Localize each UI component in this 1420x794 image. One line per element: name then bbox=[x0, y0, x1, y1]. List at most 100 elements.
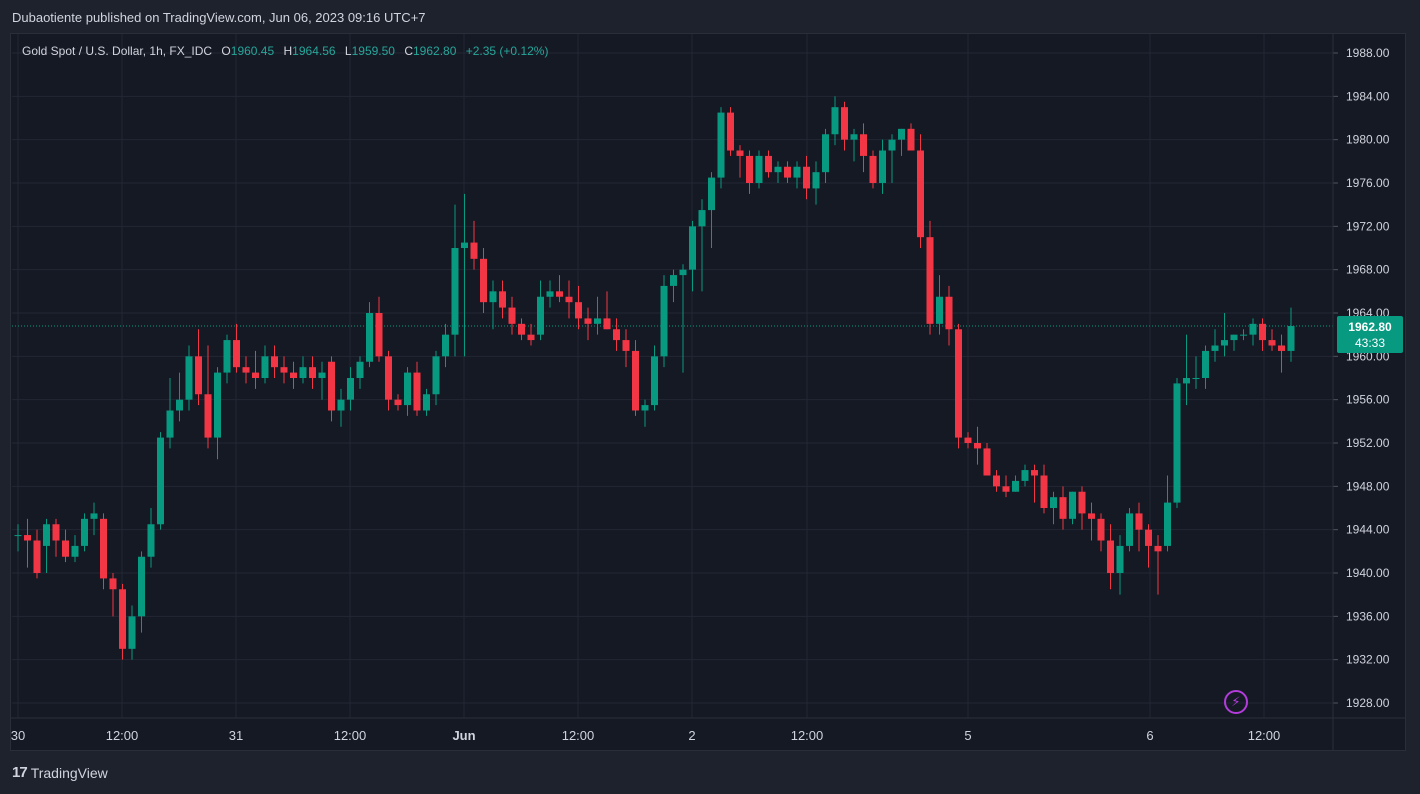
candle-body bbox=[489, 291, 497, 303]
candle bbox=[537, 280, 544, 341]
candle-body bbox=[1240, 334, 1247, 336]
tradingview-logo-icon: 17 bbox=[12, 764, 28, 781]
candle bbox=[81, 513, 88, 552]
symbol-name[interactable]: Gold Spot / U.S. Dollar, 1h, FX_IDC bbox=[22, 44, 213, 58]
candle bbox=[309, 356, 316, 389]
candle-body bbox=[708, 177, 715, 211]
candle-body bbox=[347, 378, 354, 400]
candle-body bbox=[518, 323, 525, 335]
candle-body bbox=[214, 372, 221, 438]
candle-body bbox=[584, 318, 592, 324]
last-price: 1962.80 bbox=[1348, 320, 1392, 334]
low-value: 1959.50 bbox=[351, 44, 395, 58]
candle-body bbox=[1287, 326, 1295, 351]
candle-body bbox=[81, 518, 88, 546]
candle-body bbox=[138, 556, 145, 617]
open-value: 1960.45 bbox=[230, 44, 275, 58]
high-value: 1964.56 bbox=[292, 44, 336, 58]
candle bbox=[1116, 535, 1124, 595]
tradingview-logo[interactable]: 17 TradingView bbox=[12, 764, 108, 781]
candle bbox=[1230, 334, 1238, 351]
candle bbox=[290, 361, 297, 389]
candle-body bbox=[1116, 545, 1124, 573]
lightning-icon[interactable]: ⚡ bbox=[1224, 690, 1248, 714]
candle-body bbox=[328, 361, 335, 411]
candle bbox=[1145, 524, 1152, 568]
candle-body bbox=[52, 524, 60, 541]
price-axis[interactable]: 1988.00 1984.00 1980.00 1976.00 1972.00 1968.… bbox=[1332, 34, 1390, 750]
candle bbox=[43, 518, 50, 573]
candle-body bbox=[128, 616, 136, 649]
candle bbox=[660, 275, 668, 368]
time-tick-label: 12:00 bbox=[106, 728, 139, 743]
candle bbox=[632, 340, 639, 416]
candle bbox=[679, 264, 687, 373]
candle-body bbox=[1126, 513, 1133, 546]
candle-body bbox=[1088, 513, 1095, 519]
candle-body bbox=[461, 242, 468, 248]
time-tick-label: 12:00 bbox=[562, 728, 595, 743]
candle bbox=[166, 378, 174, 449]
candle-body bbox=[860, 134, 867, 156]
candle bbox=[898, 128, 905, 156]
candle-body bbox=[1154, 545, 1162, 552]
candle-body bbox=[480, 258, 487, 303]
candle-body bbox=[964, 437, 972, 443]
candle-body bbox=[1230, 334, 1238, 341]
candle bbox=[774, 161, 782, 183]
candle bbox=[62, 529, 69, 563]
candle bbox=[1097, 513, 1105, 552]
candle-body bbox=[765, 155, 772, 173]
candle-body bbox=[451, 248, 459, 335]
candle-body bbox=[651, 356, 658, 406]
candle bbox=[489, 280, 497, 330]
candle bbox=[185, 345, 193, 411]
candle bbox=[423, 388, 430, 416]
candle bbox=[14, 524, 22, 552]
candle-body bbox=[565, 296, 573, 303]
candle bbox=[404, 367, 411, 416]
candle-body bbox=[755, 155, 763, 183]
chart-frame[interactable] bbox=[10, 33, 1406, 751]
time-axis[interactable]: 30 12:00 31 12:00 Jun 12:00 2 12:00 5 6 12:00 bbox=[10, 717, 1406, 743]
candle-body bbox=[945, 296, 953, 330]
candle-body bbox=[318, 372, 326, 378]
candle bbox=[556, 275, 563, 303]
time-tick-label: 31 bbox=[229, 728, 243, 743]
candle bbox=[1259, 318, 1266, 351]
candle bbox=[689, 220, 696, 292]
candle bbox=[945, 285, 953, 346]
candle bbox=[765, 150, 772, 178]
candle-body bbox=[33, 540, 41, 573]
candle bbox=[337, 388, 345, 427]
candle bbox=[347, 367, 354, 411]
candle bbox=[584, 307, 592, 341]
candle-body bbox=[470, 242, 478, 259]
candle-body bbox=[622, 340, 630, 351]
candle-body bbox=[1202, 350, 1209, 378]
candle bbox=[508, 296, 516, 335]
candle-body bbox=[290, 372, 297, 378]
candle-body bbox=[1164, 502, 1171, 546]
candle-body bbox=[242, 367, 250, 373]
candle-body bbox=[223, 340, 231, 373]
candle bbox=[717, 107, 725, 189]
candle bbox=[261, 345, 269, 384]
candle bbox=[803, 155, 810, 200]
candle bbox=[1088, 502, 1095, 541]
price-tick-label: 1948.00 bbox=[1346, 479, 1390, 493]
price-tick-label: 1984.00 bbox=[1346, 89, 1390, 103]
candle bbox=[964, 432, 972, 449]
candle bbox=[869, 150, 877, 189]
candle bbox=[119, 583, 126, 660]
price-tick-label: 1956.00 bbox=[1346, 393, 1390, 407]
candle bbox=[442, 323, 449, 368]
candles bbox=[14, 96, 1295, 660]
candle bbox=[195, 329, 202, 406]
candle-body bbox=[698, 210, 706, 227]
candle-body bbox=[432, 356, 440, 395]
candle-body bbox=[100, 518, 107, 579]
candle-body bbox=[1031, 470, 1038, 476]
candle bbox=[1202, 345, 1209, 389]
